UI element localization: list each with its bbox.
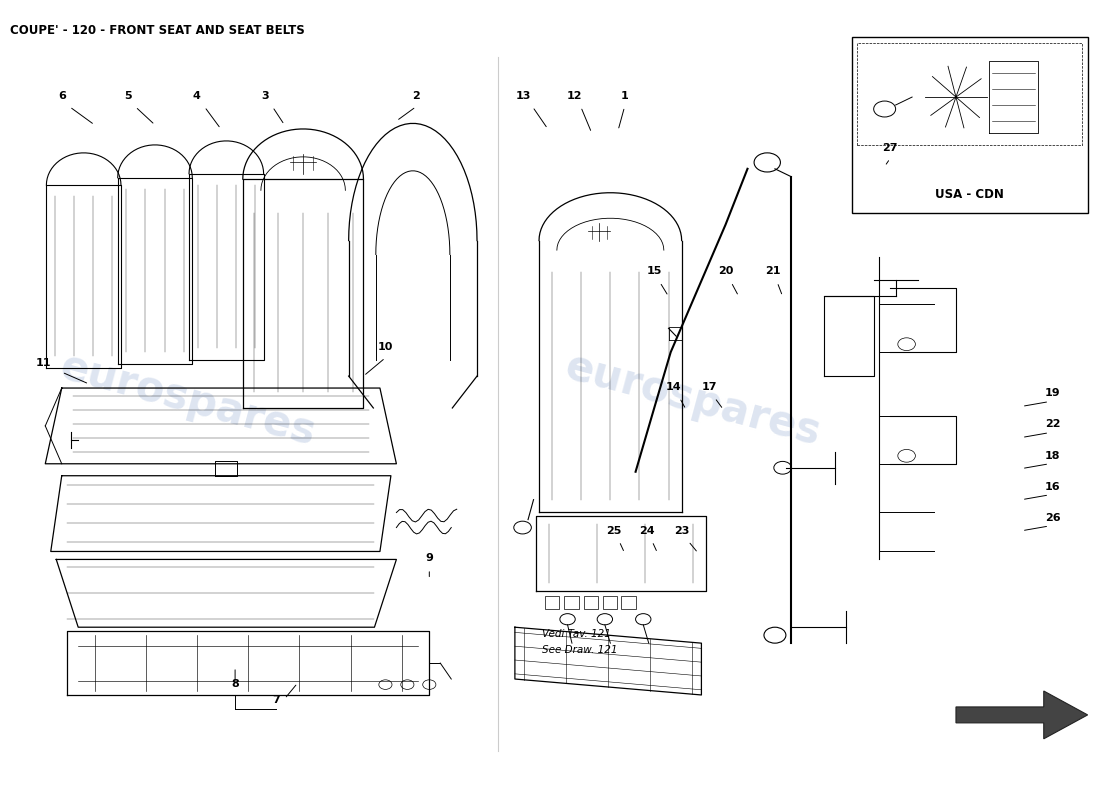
Text: 19: 19 xyxy=(1045,389,1060,398)
Bar xyxy=(544,596,559,609)
Text: 2: 2 xyxy=(412,91,420,101)
Text: eurospares: eurospares xyxy=(560,346,825,454)
Text: 12: 12 xyxy=(566,91,582,101)
Text: 8: 8 xyxy=(231,679,239,690)
Text: Vedi Tav. 121: Vedi Tav. 121 xyxy=(542,629,612,639)
Text: 14: 14 xyxy=(667,382,682,392)
Text: USA - CDN: USA - CDN xyxy=(935,188,1004,201)
Text: COUPE' - 120 - FRONT SEAT AND SEAT BELTS: COUPE' - 120 - FRONT SEAT AND SEAT BELTS xyxy=(10,24,305,37)
Text: 27: 27 xyxy=(882,143,898,153)
Text: 20: 20 xyxy=(718,266,734,277)
Bar xyxy=(564,596,579,609)
Text: 13: 13 xyxy=(516,91,531,101)
Bar xyxy=(584,596,598,609)
Text: 6: 6 xyxy=(58,91,66,101)
Text: 16: 16 xyxy=(1045,482,1060,492)
Text: 11: 11 xyxy=(35,358,51,368)
Bar xyxy=(857,43,1082,145)
Text: 18: 18 xyxy=(1045,450,1060,461)
Bar xyxy=(621,596,636,609)
Text: 15: 15 xyxy=(647,266,662,277)
Text: 7: 7 xyxy=(272,694,279,705)
Text: 5: 5 xyxy=(124,91,131,101)
Text: 22: 22 xyxy=(1045,419,1060,430)
Bar xyxy=(603,596,617,609)
Text: 26: 26 xyxy=(1045,513,1060,522)
Text: 10: 10 xyxy=(377,342,393,352)
Text: 1: 1 xyxy=(620,91,628,101)
Text: 4: 4 xyxy=(192,91,200,101)
Text: eurospares: eurospares xyxy=(55,346,320,454)
Bar xyxy=(851,38,1088,213)
Text: 21: 21 xyxy=(764,266,781,277)
Text: 3: 3 xyxy=(261,91,268,101)
Text: 9: 9 xyxy=(426,554,433,563)
Polygon shape xyxy=(956,691,1088,739)
Text: 23: 23 xyxy=(674,526,690,535)
Text: 25: 25 xyxy=(606,526,621,535)
Text: See Draw. 121: See Draw. 121 xyxy=(542,645,618,655)
Text: 17: 17 xyxy=(702,382,717,392)
Text: 24: 24 xyxy=(639,526,654,535)
